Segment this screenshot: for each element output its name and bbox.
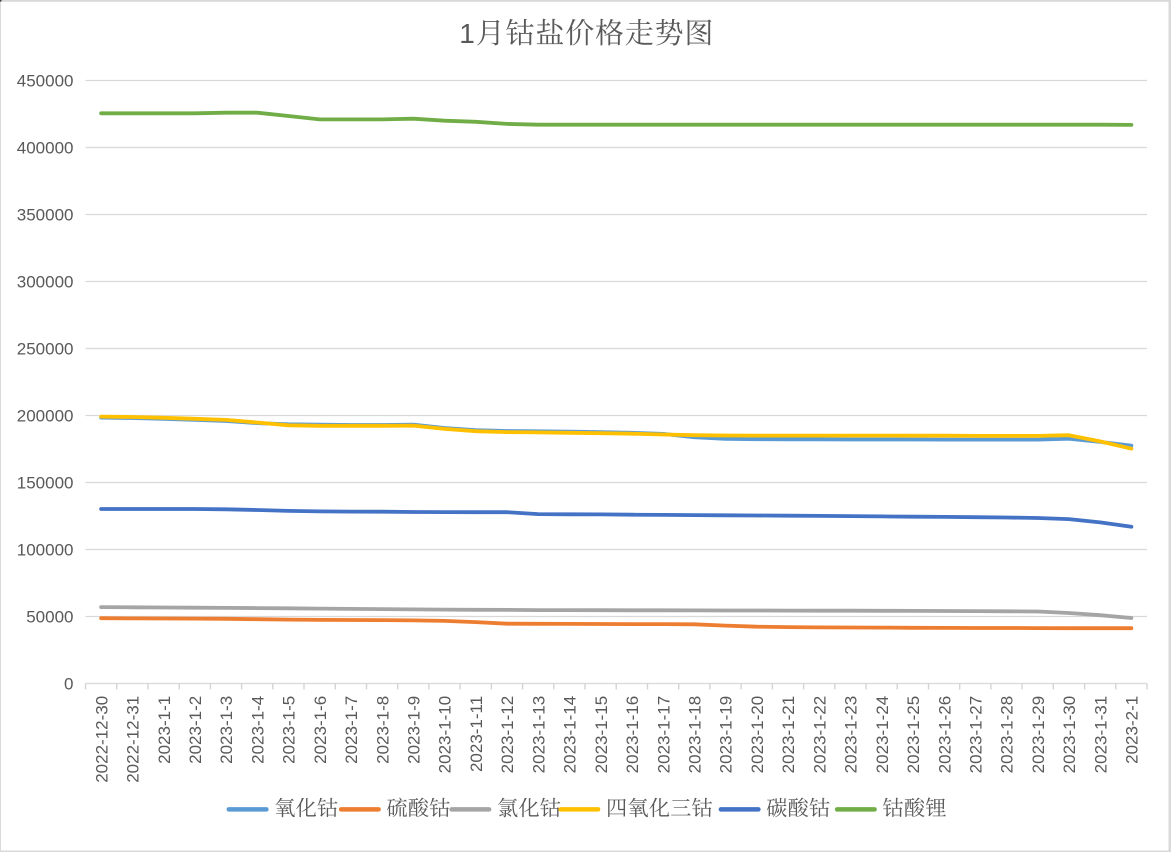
svg-text:2023-1-30: 2023-1-30 xyxy=(1060,696,1079,774)
svg-text:250000: 250000 xyxy=(17,340,74,359)
svg-text:2023-1-10: 2023-1-10 xyxy=(436,696,455,774)
svg-text:2023-1-13: 2023-1-13 xyxy=(529,696,548,774)
svg-text:2023-1-9: 2023-1-9 xyxy=(405,696,424,764)
svg-text:2023-1-16: 2023-1-16 xyxy=(623,696,642,774)
svg-text:2023-1-23: 2023-1-23 xyxy=(842,696,861,774)
svg-text:2023-1-11: 2023-1-11 xyxy=(467,696,486,772)
svg-text:150000: 150000 xyxy=(17,474,74,493)
svg-text:2023-1-20: 2023-1-20 xyxy=(748,696,767,774)
svg-text:2023-1-15: 2023-1-15 xyxy=(592,696,611,774)
svg-text:200000: 200000 xyxy=(17,407,74,426)
svg-text:2023-2-1: 2023-2-1 xyxy=(1123,696,1142,764)
svg-text:2023-1-1: 2023-1-1 xyxy=(155,696,174,764)
svg-text:50000: 50000 xyxy=(26,608,73,627)
svg-text:300000: 300000 xyxy=(17,273,74,292)
svg-text:2023-1-19: 2023-1-19 xyxy=(717,696,736,774)
svg-text:1: 1 xyxy=(459,18,475,49)
svg-text:0: 0 xyxy=(64,675,73,694)
svg-text:2023-1-18: 2023-1-18 xyxy=(686,696,705,774)
svg-text:2023-1-17: 2023-1-17 xyxy=(654,696,673,774)
svg-text:2023-1-29: 2023-1-29 xyxy=(1029,696,1048,774)
svg-text:2023-1-25: 2023-1-25 xyxy=(904,696,923,774)
svg-text:2023-1-5: 2023-1-5 xyxy=(280,696,299,764)
svg-text:2023-1-27: 2023-1-27 xyxy=(967,696,986,774)
svg-text:400000: 400000 xyxy=(17,139,74,158)
svg-text:2023-1-28: 2023-1-28 xyxy=(998,696,1017,774)
svg-text:2023-1-22: 2023-1-22 xyxy=(810,696,829,774)
svg-text:2023-1-3: 2023-1-3 xyxy=(217,696,236,764)
svg-text:2023-1-31: 2023-1-31 xyxy=(1091,696,1110,774)
svg-text:2023-1-14: 2023-1-14 xyxy=(561,696,580,774)
svg-text:350000: 350000 xyxy=(17,206,74,225)
svg-text:2022-12-30: 2022-12-30 xyxy=(92,696,111,783)
svg-text:2023-1-21: 2023-1-21 xyxy=(779,696,798,774)
svg-text:2023-1-6: 2023-1-6 xyxy=(311,696,330,764)
svg-text:2023-1-2: 2023-1-2 xyxy=(186,696,205,764)
svg-text:2023-1-4: 2023-1-4 xyxy=(248,696,267,764)
svg-text:2023-1-8: 2023-1-8 xyxy=(373,696,392,764)
svg-text:2023-1-26: 2023-1-26 xyxy=(935,696,954,774)
svg-text:2023-1-7: 2023-1-7 xyxy=(342,696,361,764)
svg-text:450000: 450000 xyxy=(17,72,74,91)
svg-text:2023-1-12: 2023-1-12 xyxy=(498,696,517,774)
svg-text:2022-12-31: 2022-12-31 xyxy=(124,696,143,783)
svg-text:2023-1-24: 2023-1-24 xyxy=(873,696,892,774)
svg-text:100000: 100000 xyxy=(17,541,74,560)
